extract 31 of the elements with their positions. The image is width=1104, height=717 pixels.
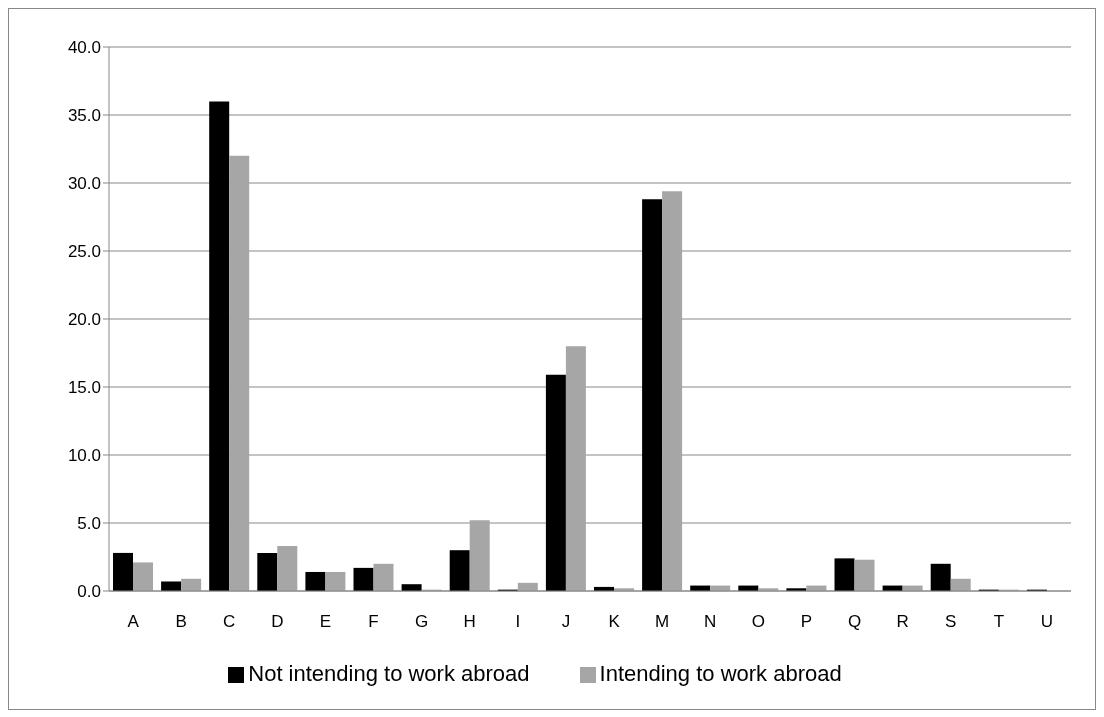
x-tick-label: J [561,612,571,632]
y-tick-label: 40.0 [67,38,101,58]
legend-label: Not intending to work abroad [248,661,530,686]
x-tick-label: I [515,612,521,632]
x-tick-label: K [608,612,621,632]
y-tick-label: 15.0 [67,378,101,398]
x-tick-label: D [271,612,284,632]
x-tick-label: B [175,612,187,632]
x-tick-label: Q [847,612,862,632]
x-tick-label: O [751,612,765,632]
x-tick-label: M [655,612,670,632]
x-tick-label: E [319,612,332,632]
x-tick-label: T [993,612,1005,632]
x-tick-label: R [896,612,909,632]
y-tick-label: 0.0 [77,582,101,602]
x-tick-label: U [1040,612,1054,632]
x-tick-label: P [800,612,813,632]
x-tick-label: G [415,612,429,632]
x-tick-label: F [368,612,379,632]
x-tick-label: N [704,612,717,632]
x-tick-label: S [945,612,957,632]
x-tick-label: A [127,612,140,632]
legend-label: Intending to work abroad [599,661,842,686]
y-tick-label: 10.0 [67,446,101,466]
y-tick-label: 35.0 [67,106,101,126]
x-tick-label: H [463,612,476,632]
y-tick-label: 25.0 [67,242,101,262]
y-tick-label: 5.0 [77,514,101,534]
y-tick-label: 20.0 [67,310,101,330]
x-tick-label: C [223,612,236,632]
y-tick-label: 30.0 [67,174,101,194]
